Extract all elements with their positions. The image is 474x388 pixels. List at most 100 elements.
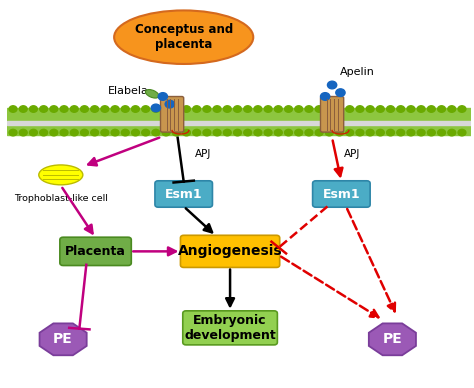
- Circle shape: [40, 106, 47, 112]
- Circle shape: [142, 106, 150, 112]
- Circle shape: [325, 106, 333, 112]
- Circle shape: [328, 81, 337, 89]
- Text: Angiogenesis: Angiogenesis: [178, 244, 283, 258]
- Circle shape: [387, 129, 394, 136]
- Circle shape: [356, 129, 364, 136]
- Circle shape: [428, 129, 435, 136]
- Circle shape: [264, 129, 272, 136]
- Circle shape: [9, 106, 17, 112]
- Circle shape: [162, 106, 170, 112]
- Circle shape: [346, 129, 354, 136]
- Circle shape: [325, 129, 333, 136]
- Circle shape: [417, 129, 425, 136]
- Circle shape: [407, 106, 415, 112]
- FancyBboxPatch shape: [161, 97, 184, 132]
- Circle shape: [40, 129, 47, 136]
- Circle shape: [213, 129, 221, 136]
- Polygon shape: [369, 323, 416, 355]
- Circle shape: [91, 129, 99, 136]
- Circle shape: [336, 89, 345, 97]
- Circle shape: [193, 106, 201, 112]
- Ellipse shape: [146, 90, 159, 98]
- Circle shape: [376, 129, 384, 136]
- Circle shape: [151, 104, 161, 112]
- Circle shape: [70, 106, 78, 112]
- Circle shape: [336, 106, 344, 112]
- Text: APJ: APJ: [195, 149, 212, 159]
- Text: Esm1: Esm1: [323, 187, 360, 201]
- Circle shape: [254, 106, 262, 112]
- Circle shape: [387, 106, 394, 112]
- Text: APJ: APJ: [344, 149, 360, 159]
- Bar: [8, 125, 471, 135]
- Text: PE: PE: [53, 333, 73, 346]
- FancyBboxPatch shape: [60, 237, 131, 265]
- Circle shape: [305, 106, 313, 112]
- Circle shape: [101, 106, 109, 112]
- Circle shape: [203, 129, 211, 136]
- Circle shape: [407, 129, 415, 136]
- Text: Embryonic
development: Embryonic development: [184, 314, 276, 342]
- Circle shape: [397, 129, 405, 136]
- Circle shape: [50, 129, 58, 136]
- Circle shape: [448, 129, 456, 136]
- Ellipse shape: [114, 10, 253, 64]
- Circle shape: [438, 129, 446, 136]
- Ellipse shape: [39, 165, 83, 185]
- Circle shape: [264, 106, 272, 112]
- Circle shape: [158, 93, 167, 100]
- Circle shape: [193, 129, 201, 136]
- Circle shape: [274, 129, 282, 136]
- Circle shape: [356, 106, 364, 112]
- Circle shape: [305, 129, 313, 136]
- Circle shape: [244, 106, 252, 112]
- Circle shape: [320, 93, 330, 100]
- Circle shape: [29, 129, 37, 136]
- Circle shape: [366, 129, 374, 136]
- Circle shape: [131, 129, 139, 136]
- Circle shape: [111, 106, 119, 112]
- Circle shape: [165, 100, 174, 108]
- Text: Placenta: Placenta: [65, 245, 126, 258]
- Text: Trophoblast-like cell: Trophoblast-like cell: [14, 194, 108, 203]
- Circle shape: [315, 129, 323, 136]
- Text: PE: PE: [383, 333, 402, 346]
- Circle shape: [346, 106, 354, 112]
- Circle shape: [111, 129, 119, 136]
- Circle shape: [284, 129, 292, 136]
- Circle shape: [60, 106, 68, 112]
- Circle shape: [274, 106, 282, 112]
- Circle shape: [428, 106, 435, 112]
- Text: Conceptus and
placenta: Conceptus and placenta: [135, 23, 233, 51]
- Circle shape: [101, 129, 109, 136]
- Circle shape: [19, 106, 27, 112]
- Circle shape: [223, 129, 231, 136]
- Circle shape: [50, 106, 58, 112]
- Circle shape: [458, 129, 466, 136]
- Circle shape: [182, 106, 191, 112]
- Circle shape: [376, 106, 384, 112]
- Circle shape: [417, 106, 425, 112]
- Circle shape: [336, 129, 344, 136]
- Circle shape: [295, 106, 302, 112]
- FancyBboxPatch shape: [155, 181, 212, 207]
- Text: Esm1: Esm1: [165, 187, 202, 201]
- FancyBboxPatch shape: [181, 235, 280, 267]
- Circle shape: [223, 106, 231, 112]
- Circle shape: [19, 129, 27, 136]
- Circle shape: [81, 106, 88, 112]
- Polygon shape: [39, 323, 87, 355]
- Circle shape: [244, 129, 252, 136]
- Circle shape: [173, 129, 180, 136]
- Circle shape: [254, 129, 262, 136]
- Text: Elabela: Elabela: [108, 86, 148, 96]
- Circle shape: [213, 106, 221, 112]
- Circle shape: [121, 129, 129, 136]
- Circle shape: [448, 106, 456, 112]
- Circle shape: [203, 106, 211, 112]
- Circle shape: [162, 129, 170, 136]
- FancyBboxPatch shape: [320, 97, 344, 132]
- Circle shape: [70, 129, 78, 136]
- FancyBboxPatch shape: [183, 311, 277, 345]
- Circle shape: [234, 129, 241, 136]
